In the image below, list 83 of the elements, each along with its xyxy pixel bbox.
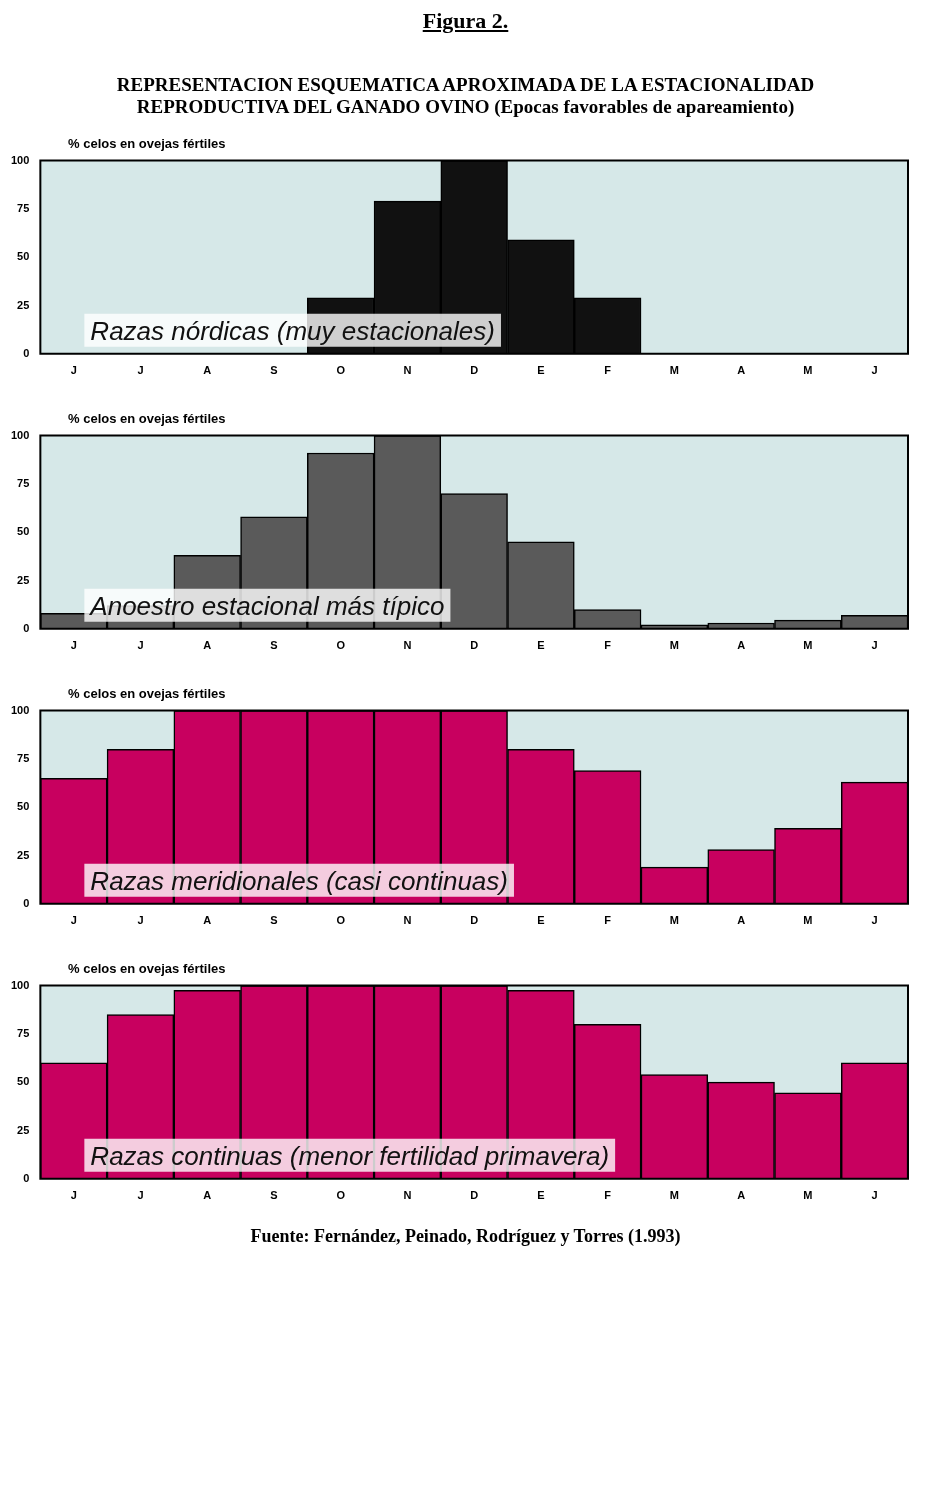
x-tick-label: J bbox=[137, 914, 144, 927]
x-tick-label: J bbox=[137, 639, 144, 652]
y-tick-label: 75 bbox=[17, 1026, 30, 1039]
x-tick-label: J bbox=[871, 914, 878, 927]
x-tick-label: J bbox=[70, 1189, 77, 1202]
x-tick-label: A bbox=[203, 639, 212, 652]
x-tick-label: N bbox=[403, 364, 412, 377]
x-tick-label: D bbox=[470, 914, 479, 927]
x-tick-label: S bbox=[270, 364, 278, 377]
x-tick-label: M bbox=[803, 364, 813, 377]
y-tick-label: 25 bbox=[17, 1123, 30, 1136]
x-tick-label: E bbox=[537, 639, 545, 652]
x-tick-label: J bbox=[70, 639, 77, 652]
y-tick-label: 0 bbox=[23, 896, 30, 909]
x-tick-label: N bbox=[403, 1189, 412, 1202]
x-tick-label: O bbox=[336, 1189, 346, 1202]
x-tick-label: A bbox=[737, 639, 746, 652]
y-tick-label: 0 bbox=[23, 621, 30, 634]
chart-subtitle: REPRESENTACION ESQUEMATICA APROXIMADA DE LA ESTACIONALIDAD REPRODUCTIVA DEL GANADO OVINO (Epocas favorables de apareamiento) bbox=[115, 74, 816, 118]
x-tick-label: D bbox=[470, 364, 479, 377]
x-tick-label: A bbox=[203, 914, 212, 927]
x-tick-label: F bbox=[604, 364, 612, 377]
y-tick-label: 50 bbox=[17, 250, 30, 263]
x-tick-label: D bbox=[470, 1189, 479, 1202]
x-tick-label: M bbox=[803, 914, 813, 927]
x-tick-label: M bbox=[669, 1189, 679, 1202]
y-tick-label: 50 bbox=[17, 525, 30, 538]
y-axis-title: % celos en ovejas fértiles bbox=[68, 411, 227, 426]
x-tick-label: F bbox=[604, 1189, 612, 1202]
y-tick-label: 25 bbox=[17, 573, 30, 586]
x-tick-label: J bbox=[137, 364, 144, 377]
x-tick-label: J bbox=[871, 1189, 878, 1202]
x-tick-label: A bbox=[737, 364, 746, 377]
x-tick-label: A bbox=[737, 1189, 746, 1202]
y-tick-label: 0 bbox=[23, 346, 30, 359]
source-note: Fuente: Fernández, Peinado, Rodríguez y Torres (1.993) bbox=[249, 1226, 682, 1247]
x-tick-label: M bbox=[669, 914, 679, 927]
y-tick-label: 100 bbox=[10, 703, 30, 716]
x-tick-label: E bbox=[537, 364, 545, 377]
annotation: Razas nórdicas (muy estacionales) bbox=[90, 315, 495, 346]
x-tick-label: J bbox=[871, 364, 878, 377]
y-tick-label: 75 bbox=[17, 751, 30, 764]
x-tick-label: S bbox=[270, 914, 278, 927]
annotation: Razas continuas (menor fertilidad primavera) bbox=[90, 1140, 610, 1171]
y-tick-label: 50 bbox=[17, 1075, 30, 1088]
x-tick-label: J bbox=[70, 914, 77, 927]
x-tick-label: A bbox=[203, 364, 212, 377]
y-axis-title: % celos en ovejas fértiles bbox=[68, 136, 227, 151]
x-tick-label: S bbox=[270, 639, 278, 652]
y-tick-label: 75 bbox=[17, 201, 30, 214]
x-tick-label: M bbox=[803, 639, 813, 652]
x-tick-label: M bbox=[669, 364, 679, 377]
y-axis-title: % celos en ovejas fértiles bbox=[68, 961, 227, 976]
chart-title: Figura 2. bbox=[421, 8, 510, 34]
y-tick-label: 50 bbox=[17, 800, 30, 813]
x-tick-label: J bbox=[871, 639, 878, 652]
x-tick-label: N bbox=[403, 914, 412, 927]
x-tick-label: A bbox=[737, 914, 746, 927]
x-tick-label: E bbox=[537, 1189, 545, 1202]
y-tick-label: 100 bbox=[10, 428, 30, 441]
x-tick-label: M bbox=[669, 639, 679, 652]
y-tick-label: 100 bbox=[10, 153, 30, 166]
y-tick-label: 75 bbox=[17, 476, 30, 489]
x-tick-label: J bbox=[137, 1189, 144, 1202]
x-tick-label: J bbox=[70, 364, 77, 377]
y-tick-label: 0 bbox=[23, 1171, 30, 1184]
x-tick-label: O bbox=[336, 639, 346, 652]
x-tick-label: N bbox=[403, 639, 412, 652]
y-tick-label: 25 bbox=[17, 848, 30, 861]
x-tick-label: S bbox=[270, 1189, 278, 1202]
y-tick-label: 100 bbox=[10, 978, 30, 991]
x-tick-label: E bbox=[537, 914, 545, 927]
y-axis-title: % celos en ovejas fértiles bbox=[68, 686, 227, 701]
x-tick-label: A bbox=[203, 1189, 212, 1202]
y-tick-label: 25 bbox=[17, 298, 30, 311]
x-tick-label: O bbox=[336, 914, 346, 927]
annotation: Anoestro estacional más típico bbox=[88, 590, 445, 621]
x-tick-label: F bbox=[604, 639, 612, 652]
x-tick-label: O bbox=[336, 364, 346, 377]
x-tick-label: D bbox=[470, 639, 479, 652]
annotation: Razas meridionales (casi continuas) bbox=[90, 865, 508, 896]
x-tick-label: M bbox=[803, 1189, 813, 1202]
x-tick-label: F bbox=[604, 914, 612, 927]
